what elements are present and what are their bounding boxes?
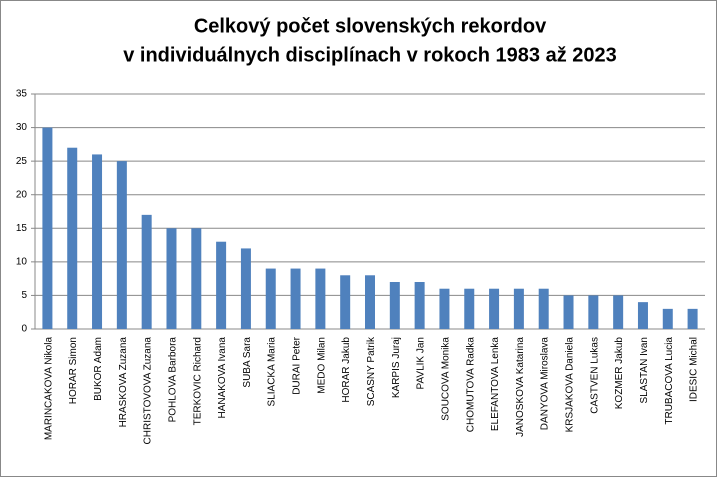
x-tick-label: SUBA Sara	[242, 337, 253, 388]
x-tick-label: JANOSKOVA Katarina	[515, 337, 526, 437]
bar	[141, 214, 152, 329]
bar	[315, 268, 326, 329]
y-tick-label: 5	[21, 290, 27, 301]
x-tick-label: HORAR Simon	[68, 337, 79, 404]
x-tick-label: KARPIS Juraj	[391, 337, 402, 398]
bar	[240, 248, 251, 329]
y-tick-label: 0	[21, 324, 27, 335]
x-tick-label: IDESIC Michal	[689, 337, 700, 402]
y-tick-label: 20	[16, 189, 28, 200]
y-tick-label: 10	[16, 256, 28, 267]
y-tick-label: 25	[16, 156, 28, 167]
bar	[92, 154, 103, 329]
x-tick-label: CHRISTOVOVA Zuzana	[143, 337, 154, 445]
bar	[67, 147, 78, 329]
bar	[414, 282, 425, 329]
bar	[662, 308, 673, 329]
x-tick-label: HANAKOVA Ivana	[217, 337, 228, 419]
bar	[216, 241, 227, 329]
y-tick-label: 15	[16, 223, 28, 234]
bar	[42, 127, 53, 329]
x-tick-label: KRSJAKOVA Daniela	[565, 337, 576, 433]
bar	[340, 275, 351, 329]
chart-title: v individuálnych disciplínach v rokoch 1…	[123, 44, 617, 66]
bar	[265, 268, 276, 329]
bar	[166, 228, 177, 329]
x-tick-label: TERKOVIC Richard	[192, 337, 203, 425]
y-tick-label: 30	[16, 122, 28, 133]
y-tick-label: 35	[16, 89, 28, 100]
bar	[489, 288, 500, 329]
x-tick-label: MARINCAKOVA Nikola	[43, 337, 54, 441]
bar	[365, 275, 375, 329]
x-tick-label: CASTVEN Lukas	[589, 337, 600, 414]
bar	[513, 288, 524, 329]
bar	[538, 288, 549, 329]
x-tick-label: ELEFANTOVA Lenka	[490, 337, 501, 432]
bar	[687, 308, 698, 329]
bar	[191, 228, 202, 329]
x-tick-label: KOZMER Jakub	[614, 337, 625, 410]
x-tick-label: DURAI Peter	[292, 336, 303, 394]
x-tick-label: MEDO Milan	[316, 337, 327, 394]
bar	[563, 295, 574, 329]
x-tick-label: PAVLIK Jan	[416, 337, 427, 389]
x-tick-label: SLASTAN Ivan	[639, 337, 650, 404]
bar	[116, 161, 127, 329]
chart-title: Celkový počet slovenských rekordov	[194, 15, 547, 37]
x-tick-label: SOUCOVA Monika	[440, 337, 451, 421]
x-tick-label: HRASKOVA Zuzana	[118, 337, 129, 428]
x-tick-label: CHOMUTOVA Radka	[465, 337, 476, 433]
bar	[389, 282, 400, 329]
bar	[613, 295, 624, 329]
x-tick-label: DANYOVA Miroslava	[540, 337, 551, 431]
x-tick-label: SLIACKA Maria	[267, 337, 278, 407]
x-tick-label: BUKOR Adam	[93, 337, 104, 401]
x-tick-label: SCASNY Patrik	[366, 336, 377, 406]
x-tick-label: TRUBACOVA Lucia	[664, 337, 675, 425]
bar	[588, 295, 599, 329]
x-tick-label: POHLOVA Barbora	[167, 337, 178, 423]
bar	[637, 302, 648, 329]
bar	[290, 268, 301, 329]
x-tick-label: HORAR Jakub	[341, 337, 352, 403]
bar	[464, 288, 475, 329]
bar	[439, 288, 450, 329]
